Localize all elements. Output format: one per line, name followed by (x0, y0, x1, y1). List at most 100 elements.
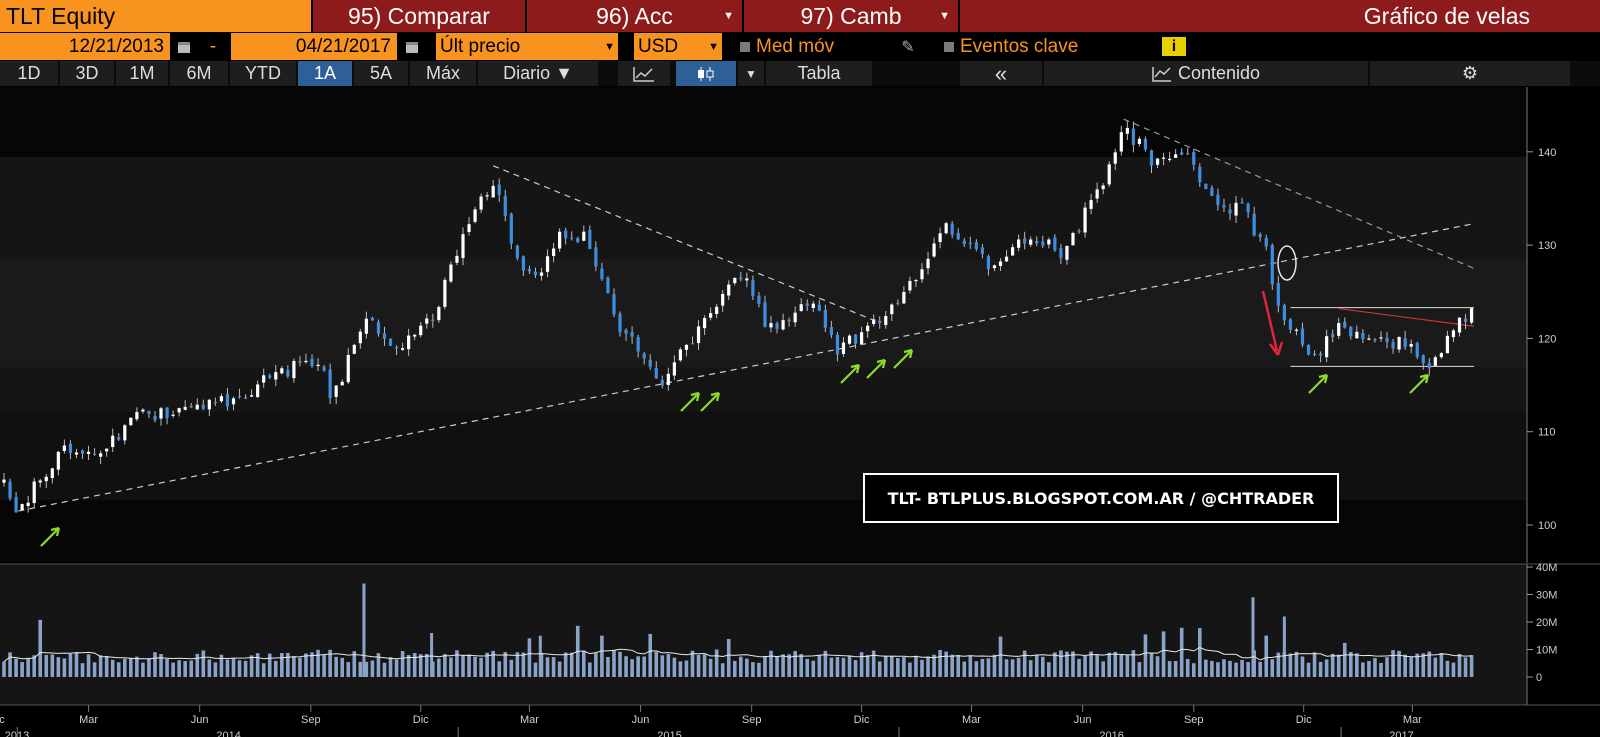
volume-bar (1318, 661, 1323, 677)
gear-icon[interactable]: ⚙ (1370, 61, 1570, 86)
volume-bar (1361, 662, 1365, 677)
candle-body (709, 313, 713, 318)
volume-bar (1077, 658, 1081, 677)
month-label: Dic (0, 714, 5, 726)
key-events-toggle[interactable]: Eventos clave (944, 33, 1144, 60)
candle-body (171, 414, 175, 416)
candle-body (878, 320, 882, 324)
volume-bar (1246, 662, 1250, 677)
candle-chart-icon[interactable] (676, 61, 736, 86)
volume-bar (1173, 661, 1178, 677)
period-ytd-button[interactable]: YTD (230, 61, 296, 86)
calendar-icon[interactable] (402, 33, 422, 60)
price-tick-label: 110 (1538, 427, 1556, 439)
candle-body (1089, 200, 1093, 209)
volume-bar (835, 656, 840, 677)
period-1a-button[interactable]: 1A (298, 61, 352, 86)
candle-body (1077, 230, 1081, 233)
candle-body (829, 326, 834, 336)
info-icon[interactable]: i (1162, 37, 1186, 56)
green-arrow-icon (700, 391, 721, 412)
volume-bar (847, 655, 852, 677)
volume-spike (1282, 616, 1286, 677)
back-icon[interactable]: « (960, 61, 1042, 86)
volume-bar (443, 654, 447, 677)
price-tick-label: 140 (1538, 147, 1556, 159)
line-chart-icon[interactable] (618, 61, 670, 86)
candle-body (733, 278, 737, 284)
volume-bar (1216, 662, 1220, 677)
period-1m-button[interactable]: 1M (116, 61, 168, 86)
candle-body (183, 406, 187, 410)
candle-body (1421, 355, 1425, 364)
candle-body (914, 280, 918, 282)
volume-bar (44, 654, 49, 677)
candle-body (860, 332, 864, 345)
volume-bar (1137, 662, 1142, 677)
candle-body (1349, 327, 1353, 337)
volume-bar (1294, 651, 1299, 677)
volume-bar (20, 662, 24, 677)
pencil-icon[interactable]: ✎ (901, 38, 915, 56)
candle-body (896, 302, 900, 304)
volume-bar (1155, 656, 1160, 677)
volume-bar (720, 663, 725, 677)
contents-button[interactable]: Contenido (1044, 61, 1368, 86)
table-button[interactable]: Tabla (766, 61, 872, 86)
end-date-input[interactable]: 04/21/2017 (231, 33, 397, 60)
volume-bar (636, 656, 640, 677)
calendar-icon[interactable] (174, 33, 194, 60)
key-events-label: Eventos clave (960, 35, 1079, 57)
volume-bar (455, 650, 459, 677)
volume-bar (624, 656, 628, 677)
volume-bar (1089, 651, 1093, 677)
candle-body (672, 362, 676, 376)
compare-button[interactable]: 95) Comparar (313, 0, 525, 32)
candle-body (811, 303, 815, 309)
volume-bar (80, 663, 85, 677)
volume-bar (322, 655, 326, 677)
chevron-down-icon[interactable]: ▼ (738, 61, 764, 86)
currency-select[interactable]: USD ▼ (634, 33, 722, 60)
period-6m-button[interactable]: 6M (170, 61, 228, 86)
volume-tick-label: 40M (1536, 562, 1557, 574)
month-label: Dic (413, 714, 429, 726)
candle-body (1053, 237, 1057, 251)
candle-body (56, 451, 60, 470)
change-menu[interactable]: 97) Camb ▼ (744, 0, 958, 32)
period-max-button[interactable]: Máx (410, 61, 476, 86)
volume-bar (1403, 654, 1407, 677)
interval-select[interactable]: Diario ▼ (478, 61, 598, 86)
volume-bar (1113, 651, 1118, 677)
volume-bar (678, 661, 683, 677)
volume-bar (1367, 660, 1371, 677)
moving-avg-toggle[interactable]: Med móv (740, 33, 900, 60)
candle-body (902, 291, 906, 304)
candle-body (413, 334, 417, 337)
volume-bar (902, 657, 906, 677)
candle-body (588, 229, 592, 250)
start-date-input[interactable]: 12/21/2013 (0, 33, 170, 60)
candle-body (1433, 357, 1437, 366)
volume-bar (781, 654, 785, 677)
volume-axis: 0 10M 20M 30M 40M (1527, 562, 1557, 684)
price-type-select[interactable]: Últ precio ▼ (436, 33, 618, 60)
period-5a-button[interactable]: 5A (354, 61, 408, 86)
ticker-field[interactable]: TLT Equity (0, 0, 311, 32)
candle-body (1035, 240, 1039, 244)
candle-body (1451, 330, 1456, 338)
candle-body (62, 445, 66, 451)
candle-body (980, 247, 984, 255)
candle-body (68, 443, 73, 454)
period-3d-button[interactable]: 3D (60, 61, 114, 86)
candle-body (751, 280, 755, 297)
candle-body (1161, 157, 1166, 159)
support-trendline (18, 223, 1475, 512)
period-1d-button[interactable]: 1D (0, 61, 58, 86)
month-label: Mar (79, 714, 98, 726)
volume-bar (219, 654, 224, 677)
month-label: Jun (1074, 714, 1092, 726)
chart-area: 100 110 120 130 140 0 10M 20M 30M 40M Dic Mar Jun S… (0, 87, 1600, 737)
actions-menu[interactable]: 96) Acc ▼ (527, 0, 742, 32)
volume-bar (1439, 653, 1444, 677)
